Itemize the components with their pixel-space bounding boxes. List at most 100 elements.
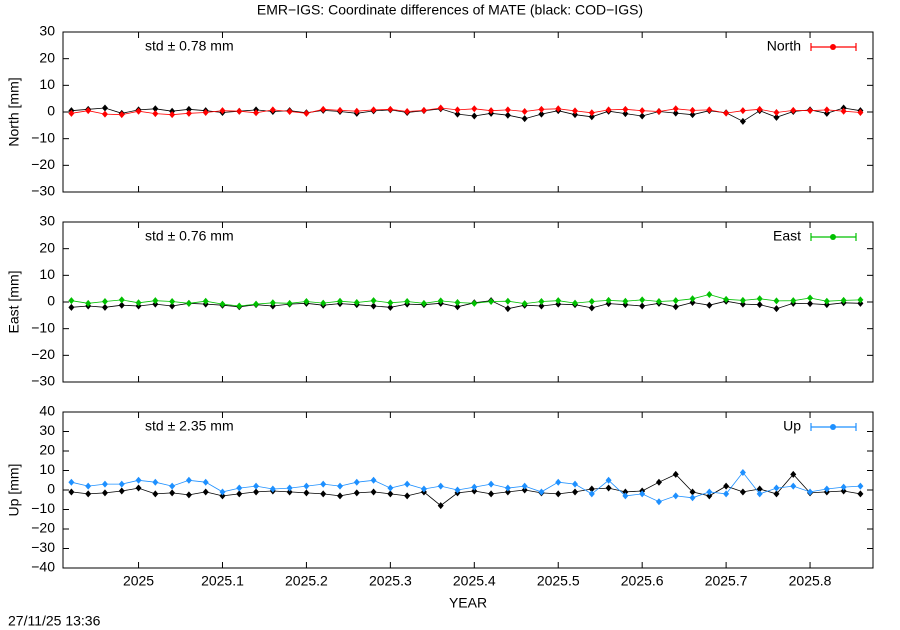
data-point [68, 109, 75, 117]
data-point [739, 468, 746, 476]
x-tick-label: 2025.7 [705, 573, 748, 589]
data-point [68, 297, 75, 305]
data-point [689, 299, 696, 307]
data-point [387, 303, 394, 311]
x-tick-label: 2025.5 [537, 573, 580, 589]
data-point [823, 485, 830, 493]
data-point [303, 489, 310, 497]
data-point [353, 107, 360, 115]
data-point [303, 109, 310, 117]
data-point [118, 480, 125, 488]
data-point [622, 488, 629, 496]
y-axis-label: East [mm] [6, 270, 22, 333]
data-point [152, 478, 159, 486]
plot-frame [62, 221, 874, 383]
data-point [152, 490, 159, 498]
data-point [773, 109, 780, 117]
data-point [85, 107, 92, 115]
data-point [336, 297, 343, 305]
legend-label: North [767, 38, 801, 54]
data-point [572, 299, 579, 307]
data-point [723, 109, 730, 117]
data-point [152, 297, 159, 305]
data-point [504, 106, 511, 114]
timestamp: 27/11/25 13:36 [8, 613, 101, 629]
data-point [353, 478, 360, 486]
data-point [101, 110, 108, 118]
data-point [706, 301, 713, 309]
data-point [840, 107, 847, 115]
data-point [286, 488, 293, 496]
data-point [185, 109, 192, 117]
data-point [857, 296, 864, 304]
y-axis-label: North [mm] [6, 77, 22, 146]
y-tick-label: 20 [39, 49, 55, 65]
data-point [807, 294, 814, 302]
data-point [404, 107, 411, 115]
data-point [336, 492, 343, 500]
data-point [454, 299, 461, 307]
data-point [538, 105, 545, 113]
data-point [118, 487, 125, 495]
data-point [101, 303, 108, 311]
y-tick-label: 0 [47, 481, 55, 497]
data-point [840, 487, 847, 495]
data-point [773, 490, 780, 498]
data-point [320, 480, 327, 488]
data-point [739, 488, 746, 496]
data-point [118, 111, 125, 119]
data-point [286, 484, 293, 492]
data-point [370, 297, 377, 305]
data-point [605, 296, 612, 304]
data-point [471, 112, 478, 120]
data-point [437, 482, 444, 490]
legend-label: East [773, 228, 801, 244]
data-point [420, 299, 427, 307]
data-point [555, 478, 562, 486]
data-point [521, 115, 528, 123]
data-point [639, 302, 646, 310]
data-point [387, 299, 394, 307]
data-point [857, 109, 864, 117]
y-tick-label: −10 [31, 500, 55, 516]
data-point [420, 106, 427, 114]
data-point [790, 482, 797, 490]
data-point [622, 110, 629, 118]
data-point [756, 485, 763, 493]
plot-frame [62, 411, 874, 569]
data-point [723, 490, 730, 498]
data-point [404, 297, 411, 305]
y-tick-label: 10 [39, 76, 55, 92]
data-point [169, 482, 176, 490]
data-point [320, 299, 327, 307]
data-point [504, 297, 511, 305]
data-point [857, 482, 864, 490]
data-point [488, 107, 495, 115]
data-point [370, 488, 377, 496]
data-point [85, 490, 92, 498]
data-point [622, 492, 629, 500]
data-point [454, 106, 461, 114]
data-point [622, 105, 629, 113]
data-point [185, 476, 192, 484]
chart-title: EMR−IGS: Coordinate differences of MATE … [257, 2, 643, 18]
data-point [572, 480, 579, 488]
data-point [504, 111, 511, 119]
y-tick-label: −10 [31, 129, 55, 145]
y-tick-label: −30 [31, 373, 55, 389]
data-point [387, 484, 394, 492]
data-point [135, 299, 142, 307]
data-point [739, 117, 746, 125]
y-tick-label: −30 [31, 539, 55, 555]
data-point [739, 107, 746, 115]
y-axis-label: Up [mm] [6, 464, 22, 517]
data-point [202, 297, 209, 305]
data-point [353, 489, 360, 497]
data-point [152, 110, 159, 118]
data-point [538, 297, 545, 305]
data-point [790, 470, 797, 478]
data-point [169, 297, 176, 305]
data-point [286, 107, 293, 115]
data-point [706, 106, 713, 114]
